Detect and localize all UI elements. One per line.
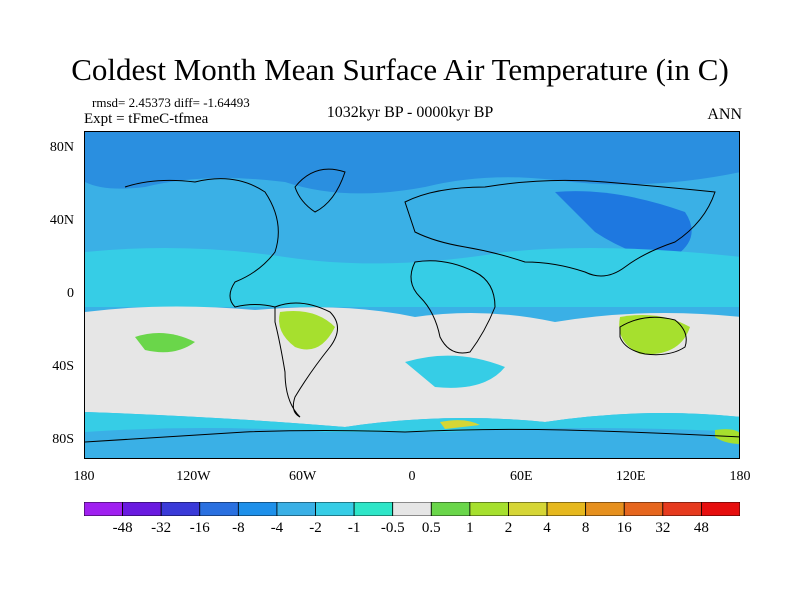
coast-eurasia [404, 179, 716, 277]
colorbar-swatch [160, 502, 201, 516]
colorbar-label: 2 [504, 520, 513, 536]
colorbar-label: 4 [543, 520, 551, 536]
field-atlantic-teal [405, 355, 505, 388]
colorbar [84, 502, 740, 516]
season-label: ANN [707, 106, 742, 123]
lon-tick-label: 180 [73, 469, 95, 484]
lon-tick-label: 60W [289, 469, 317, 484]
field-pacific-warm [135, 333, 195, 353]
lon-tick-label: 120E [615, 469, 646, 484]
colorbar-swatch [392, 502, 432, 516]
colorbar-swatch [508, 502, 548, 516]
field-arctic-cold [85, 132, 739, 194]
experiment-label: Expt = tFmeC-tfmea [84, 111, 209, 127]
colorbar-label: -8 [232, 520, 245, 536]
colorbar-label: -48 [112, 520, 133, 536]
colorbar-swatch [84, 502, 123, 516]
lat-tick-label: 0 [67, 286, 74, 301]
lon-tick-label: 120W [176, 469, 211, 484]
field-southern-teal [85, 412, 739, 432]
lon-tick-label: 180 [729, 469, 751, 484]
colorbar-label: -32 [151, 520, 172, 536]
colorbar-label: 8 [581, 520, 590, 536]
colorbar-label: 1 [466, 520, 474, 536]
lon-tick-label: 0 [408, 469, 416, 484]
colorbar-swatch [237, 502, 278, 516]
coast-australia [619, 316, 687, 356]
colorbar-swatch [546, 502, 587, 516]
coastlines [85, 168, 739, 443]
lat-tick-label: 80S [52, 431, 74, 447]
colorbar-swatch [353, 502, 394, 516]
field-antarctic [85, 428, 739, 458]
colorbar-swatch [623, 502, 664, 516]
colorbar-swatches [84, 502, 740, 516]
coast-africa [410, 260, 496, 354]
stats-text: rmsd= 2.45373 diff= -1.64493 [92, 95, 250, 110]
field-southamerica-warm [279, 311, 335, 350]
colorbar-label: -1 [347, 520, 361, 536]
colorbar-swatch [199, 502, 239, 516]
coast-greenland [294, 168, 346, 213]
colorbar-label: 16 [616, 520, 632, 536]
lon-tick-label: 60E [510, 469, 533, 484]
colorbar-swatch [430, 502, 471, 516]
colorbar-label: 48 [693, 520, 709, 536]
lat-tick-label: 80N [49, 140, 74, 156]
field-siberia-cold [555, 191, 692, 262]
colorbar-label: -4 [270, 520, 284, 536]
period-label: 1032kyr BP - 0000kyr BP [326, 104, 494, 121]
chart-title: Coldest Month Mean Surface Air Temperatu… [71, 52, 729, 87]
lat-tick-label: 40N [49, 213, 74, 229]
colorbar-label: -0.5 [380, 520, 405, 536]
map-canvas [85, 132, 739, 458]
colorbar-swatch [662, 502, 702, 516]
coast-southamerica [274, 302, 338, 418]
coast-antarctica [85, 428, 739, 443]
field-australia-warm [619, 314, 690, 355]
colorbar-label: -2 [309, 520, 322, 536]
coast-northamerica [124, 178, 279, 308]
map-plot [84, 131, 740, 459]
colorbar-swatch [469, 502, 509, 516]
colorbar-swatch [585, 502, 625, 516]
colorbar-swatch [276, 502, 316, 516]
colorbar-label: 0.5 [421, 520, 441, 536]
colorbar-swatch [315, 502, 355, 516]
field-antarctic-warm [440, 420, 480, 429]
colorbar-label: 32 [655, 520, 671, 536]
colorbar-swatch [701, 502, 740, 516]
lat-tick-label: 40S [52, 358, 74, 374]
colorbar-label: -16 [189, 520, 210, 536]
colorbar-swatch [122, 502, 162, 516]
field-tropics-teal [85, 248, 739, 307]
